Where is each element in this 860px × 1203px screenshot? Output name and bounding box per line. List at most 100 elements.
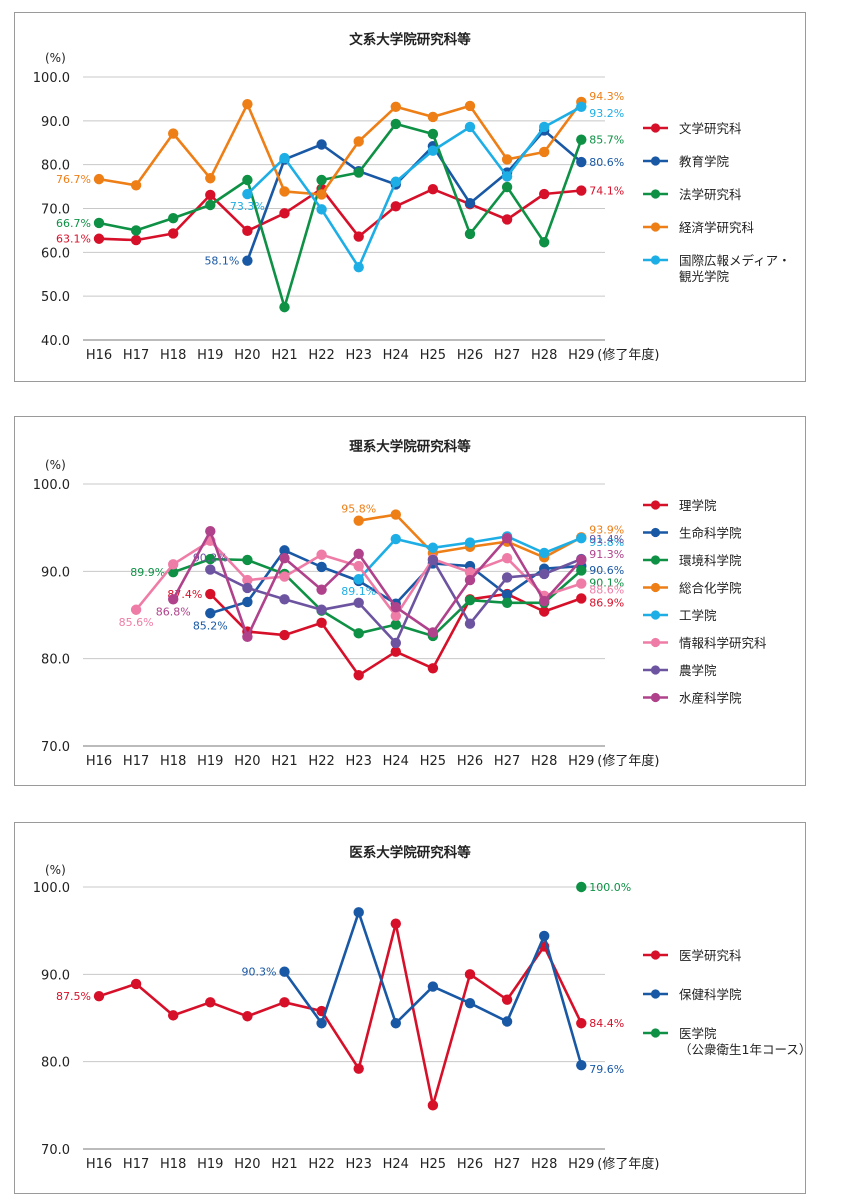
data-point — [279, 571, 290, 582]
data-point — [539, 121, 550, 133]
data-point — [353, 515, 364, 526]
data-point — [501, 532, 513, 544]
data-point — [168, 559, 179, 570]
data-point — [316, 139, 327, 150]
legend-marker — [650, 1028, 661, 1038]
x-axis-label: (修了年度) — [597, 753, 659, 769]
x-tick-label: H28 — [531, 1157, 557, 1172]
x-tick-label: H24 — [383, 348, 409, 363]
data-point — [353, 231, 364, 242]
legend-marker — [650, 555, 661, 565]
data-point — [279, 553, 290, 564]
data-point — [353, 573, 364, 585]
x-tick-label: H23 — [346, 1157, 372, 1172]
chart-title: 医系大学院研究科等 — [349, 844, 471, 861]
data-point — [316, 549, 327, 560]
legend-label: 国際広報メディア・ — [679, 253, 791, 268]
data-point — [168, 594, 179, 605]
data-label: 79.6% — [589, 1063, 624, 1076]
x-tick-label: H16 — [86, 1157, 112, 1172]
data-point — [242, 255, 253, 266]
x-tick-label: H28 — [531, 754, 557, 769]
data-point — [576, 881, 587, 893]
chart-panel-medical: 医系大学院研究科等 (%) 100.0 90.0 80.0 70.0 H16 H17 H18 H1… — [14, 822, 811, 1194]
data-point — [501, 589, 513, 601]
legend-marker — [650, 255, 661, 265]
x-tick-label: H26 — [457, 348, 483, 363]
data-point — [353, 628, 364, 639]
data-point — [539, 568, 550, 580]
y-axis-unit: (%) — [45, 863, 66, 877]
data-label: 86.9% — [589, 596, 624, 609]
data-point — [427, 128, 439, 140]
data-point — [501, 597, 513, 608]
x-tick-label: H22 — [308, 1157, 334, 1172]
legend-label: 文学研究科 — [679, 121, 742, 136]
x-tick-label: H29 — [568, 754, 594, 769]
chart-title: 文系大学院研究科等 — [349, 31, 471, 48]
data-point — [464, 574, 476, 586]
legend-label: 法学研究科 — [679, 187, 742, 202]
data-point — [316, 584, 327, 595]
data-point — [501, 572, 513, 583]
data-point — [464, 121, 476, 133]
data-label: 95.8% — [341, 503, 376, 516]
data-point — [242, 1011, 253, 1022]
x-tick-label: H18 — [160, 754, 186, 769]
data-point — [390, 637, 401, 649]
data-point — [427, 111, 439, 123]
data-label: 58.1% — [204, 255, 239, 268]
data-point — [539, 547, 550, 559]
legend-marker — [650, 989, 661, 999]
legend-label: 理学院 — [679, 498, 717, 513]
data-label: 76.7% — [56, 173, 91, 186]
data-point — [464, 969, 476, 980]
data-point — [316, 174, 327, 186]
data-point — [390, 646, 401, 657]
x-tick-label: H27 — [494, 754, 520, 769]
legend-marker — [650, 582, 661, 593]
data-point — [242, 582, 253, 594]
data-point — [576, 185, 587, 196]
x-tick-label: H16 — [86, 754, 112, 769]
chart-title: 理系大学院研究科等 — [349, 438, 471, 455]
data-point — [576, 532, 587, 544]
legend-label: 保健科学院 — [679, 987, 742, 1002]
legend-label: 情報科学研究科 — [679, 636, 767, 651]
legend-label: 観光学院 — [679, 269, 730, 284]
data-point — [205, 997, 216, 1008]
legend-marker — [650, 637, 661, 648]
data-label: 88.6% — [589, 584, 624, 597]
legend-label: 医学院 — [679, 1026, 717, 1041]
data-label: 93.2% — [589, 107, 624, 120]
x-tick-label: H28 — [531, 348, 557, 363]
legend-label: 経済学研究科 — [679, 220, 755, 235]
x-tick-label: H17 — [123, 348, 149, 363]
science-line-chart: 理系大学院研究科等 (%) 100.0 90.0 80.0 70.0 H16 H17 H18 H1… — [33, 438, 767, 769]
data-point — [390, 101, 401, 113]
series-line — [98, 122, 583, 309]
y-axis-unit: (%) — [45, 51, 66, 65]
data-point — [539, 188, 550, 200]
data-point — [130, 978, 142, 990]
data-point — [205, 199, 216, 211]
x-tick-label: H18 — [160, 1157, 186, 1172]
data-label: 93.8% — [589, 536, 624, 549]
x-tick-label: H25 — [420, 348, 446, 363]
legend-label: 医学研究科 — [679, 948, 742, 963]
data-point — [501, 1016, 513, 1027]
data-point — [205, 608, 216, 619]
data-point — [353, 907, 364, 918]
data-point — [501, 214, 513, 225]
data-point — [576, 134, 587, 145]
data-label: 91.3% — [589, 548, 624, 561]
data-point — [279, 545, 290, 556]
data-point — [390, 918, 401, 929]
legend-marker — [650, 527, 661, 538]
legend-label: 総合化学院 — [679, 581, 742, 596]
data-point — [390, 601, 401, 613]
y-tick-label: 70.0 — [41, 740, 70, 755]
data-point — [130, 180, 142, 191]
chart-panel-science: 理系大学院研究科等 (%) 100.0 90.0 80.0 70.0 H16 H17 H18 H1… — [14, 416, 806, 786]
y-tick-label: 100.0 — [33, 881, 70, 896]
